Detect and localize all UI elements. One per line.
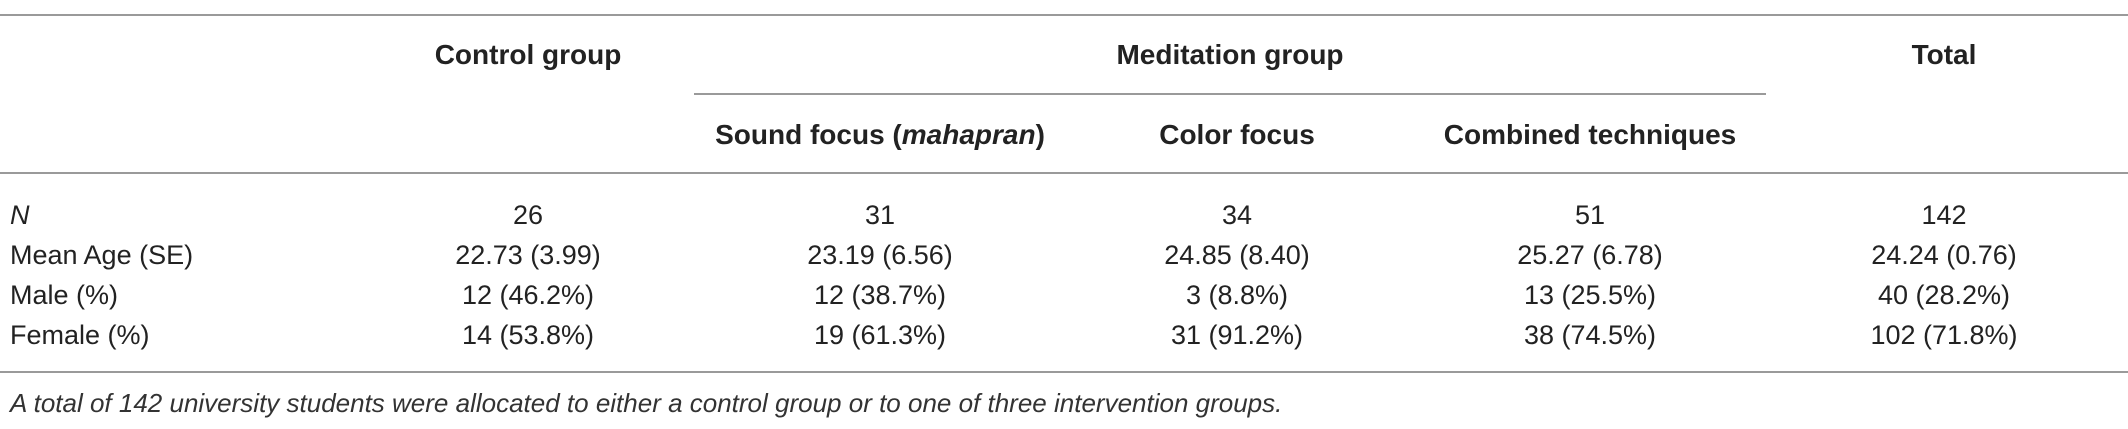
cell-age-color: 24.85 (8.40)	[1164, 240, 1310, 270]
meditation-span-rule	[694, 93, 1766, 95]
cell-age-sound: 23.19 (6.56)	[807, 240, 953, 270]
cell-age-control: 22.73 (3.99)	[455, 240, 601, 270]
header-meditation-group: Meditation group	[1116, 39, 1344, 70]
header-color-focus: Color focus	[1159, 119, 1315, 150]
cell-female-sound: 19 (61.3%)	[813, 320, 947, 350]
header-bottom-rule	[0, 172, 2128, 174]
top-rule	[0, 14, 2128, 16]
table-caption: A total of 142 university students were …	[10, 388, 1283, 418]
cell-male-color: 3 (8.8%)	[1185, 280, 1289, 310]
cell-female-total: 102 (71.8%)	[1870, 320, 2018, 350]
sound-focus-italic: mahapran	[901, 119, 1036, 150]
header-sound-focus: Sound focus (mahapran)	[680, 118, 1080, 152]
sound-focus-prefix: Sound focus (	[715, 119, 902, 150]
cell-n-combined: 51	[1574, 200, 1606, 230]
row-label-male: Male (%)	[10, 280, 119, 310]
row-label-female: Female (%)	[10, 320, 150, 350]
cell-age-combined: 25.27 (6.78)	[1517, 240, 1663, 270]
cell-n-color: 34	[1221, 200, 1253, 230]
header-control-group: Control group	[434, 39, 622, 70]
cell-age-total: 24.24 (0.76)	[1871, 240, 2017, 270]
cell-n-control: 26	[512, 200, 544, 230]
row-label-mean-age: Mean Age (SE)	[10, 240, 194, 270]
table-bottom-rule	[0, 371, 2128, 373]
cell-n-total: 142	[1921, 200, 1967, 230]
cell-male-combined: 13 (25.5%)	[1523, 280, 1657, 310]
header-combined-techniques: Combined techniques	[1443, 119, 1737, 150]
cell-male-total: 40 (28.2%)	[1877, 280, 2011, 310]
cell-male-sound: 12 (38.7%)	[813, 280, 947, 310]
cell-male-control: 12 (46.2%)	[461, 280, 595, 310]
header-total: Total	[1911, 39, 1977, 70]
cell-female-control: 14 (53.8%)	[461, 320, 595, 350]
sound-focus-suffix: )	[1035, 119, 1045, 150]
cell-n-sound: 31	[864, 200, 896, 230]
cell-female-color: 31 (91.2%)	[1170, 320, 1304, 350]
cell-female-combined: 38 (74.5%)	[1523, 320, 1657, 350]
row-label-n: N	[10, 200, 30, 230]
